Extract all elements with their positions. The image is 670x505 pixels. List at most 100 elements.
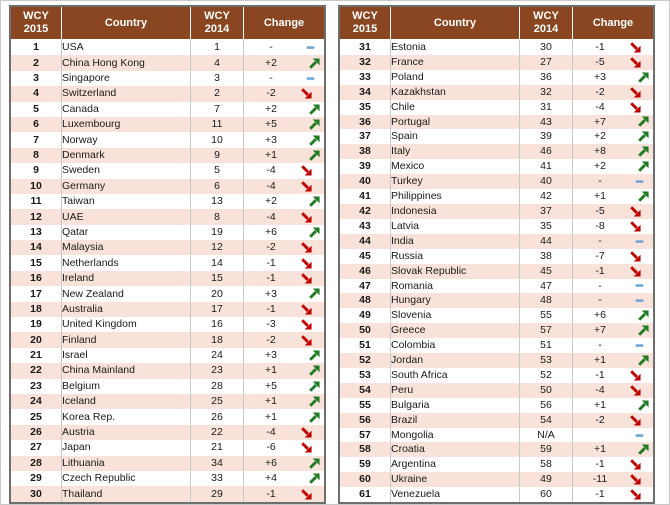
change-wrap: -: [244, 40, 324, 55]
change-value: -2: [595, 413, 605, 426]
no-change-icon: [306, 46, 315, 50]
rank-cell: 25: [30, 410, 42, 423]
country-cell: Croatia: [390, 442, 520, 458]
prev-rank-cell: 44: [519, 233, 573, 249]
table-row: 15 Netherlands 14 -1: [10, 255, 325, 271]
change-cell: +3: [243, 132, 325, 148]
rank-cell: 31: [359, 41, 371, 53]
table-row: 2 China Hong Kong 4 +2: [10, 55, 325, 71]
change-value: -7: [595, 249, 605, 262]
header-line: WCY: [23, 10, 49, 22]
table-row: 60 Ukraine 49 -11: [339, 472, 654, 488]
change-value: -8: [595, 219, 605, 232]
country-cell: Spain: [390, 129, 520, 145]
prev-rank-cell: 59: [519, 442, 573, 458]
change-wrap: -1: [244, 302, 324, 317]
no-change-icon: [635, 240, 644, 243]
prev-rank-cell: 35: [519, 218, 573, 234]
table-row: 45 Russia 38 -7: [339, 248, 654, 264]
rank-cell: 44: [359, 234, 371, 247]
change-cell: -5: [572, 54, 654, 70]
table-row: 41 Philippines 42 +1: [339, 189, 654, 204]
no-change-icon: [635, 299, 644, 303]
country-cell: Korea Rep.: [61, 409, 191, 425]
trend-icon-slot: [296, 58, 324, 69]
country-cell: Czech Republic: [61, 470, 191, 487]
table-row: 13 Qatar 19 +6: [10, 224, 325, 241]
change-wrap: -1: [244, 271, 324, 286]
country-cell: Taiwan: [61, 193, 191, 210]
change-cell: -: [572, 278, 654, 294]
trend-icon-slot: [625, 489, 653, 500]
trend-icon-slot: [296, 242, 324, 253]
trend-up-icon: [638, 146, 649, 158]
country-cell: Ireland: [61, 270, 191, 287]
country-cell: Belgium: [61, 378, 191, 394]
prev-rank-cell: 36: [519, 69, 573, 85]
change-value: -5: [595, 204, 605, 217]
prev-rank-cell: 14: [190, 255, 244, 271]
prev-rank-cell: 53: [519, 353, 573, 368]
country-cell: Hungary: [390, 293, 520, 309]
prev-rank-cell: 60: [519, 487, 573, 504]
header-line: 2014: [533, 23, 559, 35]
change-cell: -4: [243, 209, 325, 225]
country-cell: Brazil: [390, 412, 520, 428]
prev-rank-cell: 13: [190, 193, 244, 210]
change-wrap: -1: [573, 487, 653, 502]
change-wrap: -4: [244, 163, 324, 178]
change-cell: +1: [243, 147, 325, 164]
rank-cell: 20: [30, 333, 42, 346]
table-row: 14 Malaysia 12 -2: [10, 240, 325, 256]
prev-rank-cell: 46: [519, 144, 573, 160]
country-cell: Finland: [61, 332, 191, 348]
prev-rank-cell: 43: [519, 114, 573, 130]
table-row: 54 Peru 50 -4: [339, 382, 654, 398]
prev-rank-cell: 1: [190, 39, 244, 56]
change-wrap: -1: [573, 457, 653, 472]
prev-rank-cell: 37: [519, 203, 573, 219]
trend-up-icon: [309, 227, 320, 238]
country-cell: Greece: [390, 323, 520, 339]
trend-icon-slot: [296, 304, 324, 315]
table-row: 28 Lithuania 34 +6: [10, 455, 325, 471]
trend-icon-slot: [296, 104, 324, 115]
change-value: -2: [266, 87, 276, 100]
trend-icon-slot: [625, 101, 653, 113]
table-row: 51 Colombia 51 -: [339, 338, 654, 354]
change-value: -3: [266, 318, 276, 331]
country-cell: South Africa: [390, 367, 520, 383]
trend-icon-slot: [625, 295, 653, 306]
change-value: +8: [594, 145, 606, 158]
rank-cell: 30: [30, 487, 42, 500]
change-cell: -6: [243, 440, 325, 456]
rank-cell: 19: [30, 318, 42, 331]
prev-rank-cell: 18: [190, 332, 244, 348]
table-row: 40 Turkey 40 -: [339, 174, 654, 190]
change-value: +1: [265, 149, 277, 161]
change-cell: +1: [243, 394, 325, 410]
table-row: 39 Mexico 41 +2: [339, 159, 654, 175]
table-row: 12 UAE 8 -4: [10, 209, 325, 225]
country-cell: Malaysia: [61, 240, 191, 256]
change-wrap: -1: [573, 368, 653, 383]
rank-cell: 28: [30, 456, 42, 469]
table-row: 26 Austria 22 -4: [10, 424, 325, 441]
rank-cell: 10: [30, 179, 42, 192]
rank-cell: 29: [30, 472, 42, 485]
country-cell: USA: [61, 39, 191, 56]
table-row: 56 Brazil 54 -2: [339, 412, 654, 428]
trend-up-icon: [638, 161, 649, 172]
change-cell: -2: [243, 240, 325, 256]
rank-cell: 55: [359, 398, 371, 411]
country-cell: Switzerland: [61, 86, 191, 102]
trend-icon-slot: [625, 250, 653, 262]
change-wrap: -2: [573, 85, 653, 100]
rank-cell: 39: [359, 160, 371, 173]
table-row: 18 Australia 17 -1: [10, 301, 325, 318]
change-value: -: [598, 294, 602, 307]
change-cell: +1: [572, 353, 654, 368]
change-cell: -8: [572, 218, 654, 234]
table-row: 52 Jordan 53 +1: [339, 353, 654, 368]
